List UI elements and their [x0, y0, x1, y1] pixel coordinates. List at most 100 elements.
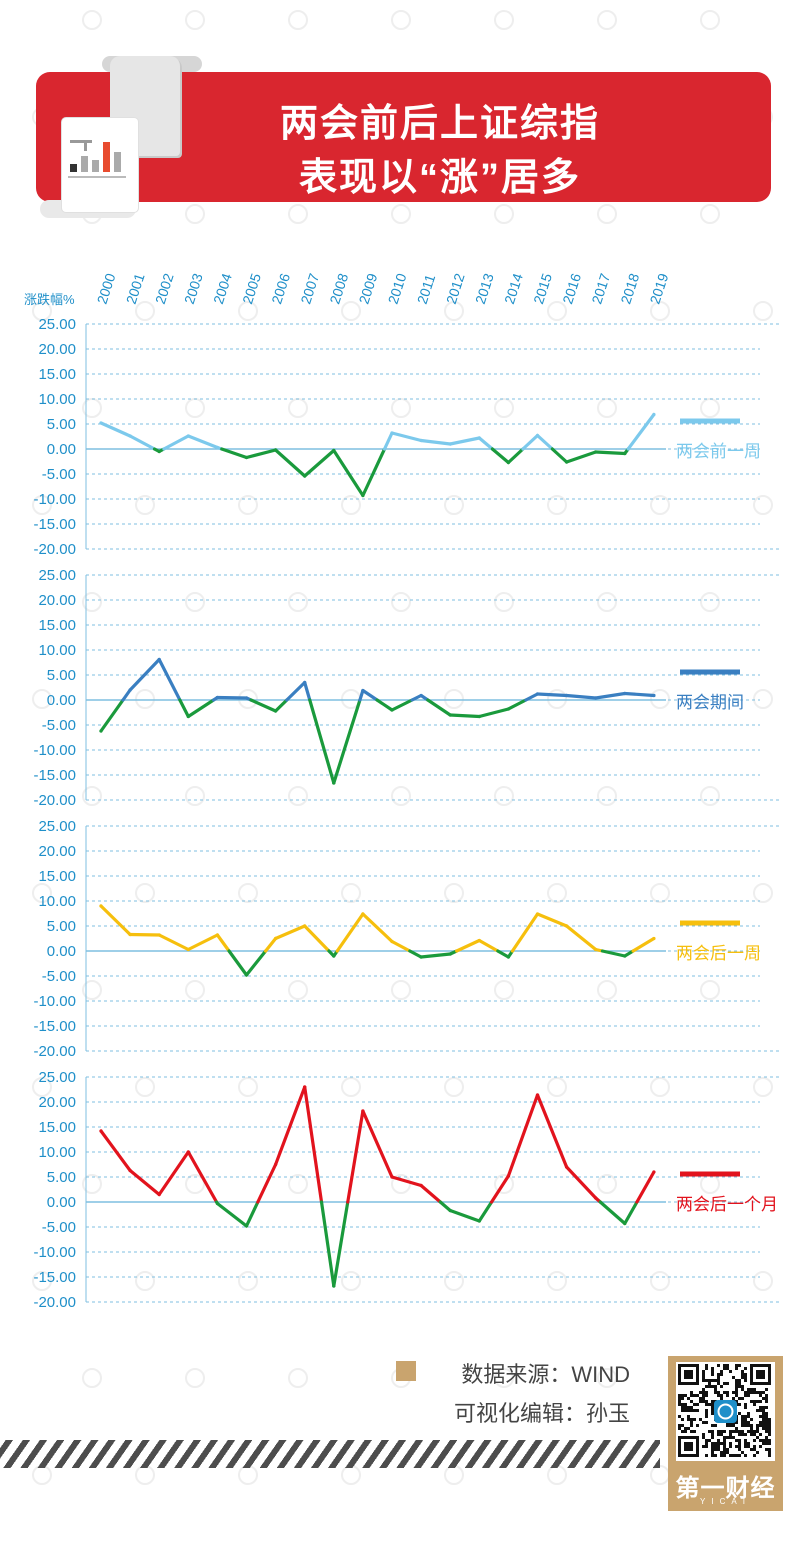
series-segment	[631, 936, 656, 953]
qr-module	[687, 1397, 690, 1400]
qr-module	[705, 1394, 708, 1397]
qr-module	[759, 1409, 762, 1412]
data-point	[419, 955, 423, 959]
qr-module	[720, 1430, 723, 1433]
report-chart-icon	[62, 118, 138, 212]
data-point	[390, 431, 394, 435]
qr-module	[705, 1385, 708, 1388]
series-segment	[285, 680, 307, 702]
qr-module	[741, 1451, 744, 1454]
qr-module	[678, 1394, 681, 1397]
qr-module	[711, 1385, 714, 1388]
series-segment	[361, 447, 387, 498]
x-tick-label: 2006	[268, 271, 293, 306]
y-tick-label: 0.00	[47, 441, 76, 458]
qr-module	[723, 1439, 726, 1442]
qr-module	[759, 1445, 762, 1448]
series-segment	[535, 1093, 569, 1169]
data-point	[99, 729, 103, 733]
series-segment	[594, 450, 627, 456]
y-tick-label: 25.00	[38, 316, 76, 333]
qr-module	[705, 1409, 708, 1412]
series-segment	[361, 912, 394, 944]
watermark-circle	[341, 301, 361, 321]
qr-module	[765, 1415, 768, 1418]
qr-module	[684, 1406, 687, 1409]
qr-module	[702, 1373, 705, 1376]
qr-module	[738, 1442, 741, 1445]
qr-module	[717, 1364, 720, 1367]
qr-module	[690, 1424, 693, 1427]
series-segment	[274, 698, 289, 713]
series-segment	[332, 698, 362, 785]
qr-code-icon[interactable]	[676, 1362, 775, 1461]
series-segment	[496, 949, 510, 959]
data-point	[361, 912, 365, 916]
watermark-circle	[82, 1174, 102, 1194]
qr-module	[726, 1391, 729, 1394]
watermark-circle	[597, 10, 617, 30]
qr-module	[723, 1451, 726, 1454]
qr-module	[696, 1424, 699, 1427]
qr-module	[705, 1367, 708, 1370]
qr-module	[753, 1400, 756, 1403]
data-point	[244, 696, 249, 700]
series-segment	[128, 657, 161, 692]
qr-logo	[714, 1400, 737, 1423]
x-tick-label: 2007	[297, 271, 322, 306]
x-tick-label: 2001	[123, 271, 148, 306]
series-segment	[162, 434, 190, 451]
watermark-circle	[288, 592, 308, 612]
qr-module	[747, 1391, 750, 1394]
qr-module	[756, 1427, 759, 1430]
qr-module	[738, 1403, 741, 1406]
qr-module	[744, 1379, 747, 1382]
data-point	[332, 781, 336, 785]
data-point	[186, 947, 190, 952]
qr-module	[768, 1424, 771, 1427]
qr-module	[687, 1427, 690, 1430]
y-tick-label: -5.00	[42, 717, 76, 734]
qr-module	[768, 1442, 771, 1445]
series-segment	[390, 431, 423, 443]
qr-module	[738, 1439, 741, 1442]
qr-module	[729, 1433, 732, 1436]
qr-module	[723, 1448, 726, 1451]
y-tick-label: 10.00	[38, 1144, 76, 1161]
series-segment	[220, 447, 249, 460]
qr-module	[705, 1439, 708, 1442]
qr-module	[720, 1454, 723, 1457]
qr-module	[750, 1418, 753, 1421]
qr-module	[735, 1385, 738, 1388]
qr-module	[711, 1448, 714, 1451]
series-segment	[157, 933, 190, 952]
series-segment	[489, 1174, 510, 1204]
watermark-circle	[185, 980, 205, 1000]
series-segment	[455, 938, 481, 953]
qr-module	[681, 1397, 684, 1400]
qr-module	[720, 1394, 723, 1397]
qr-module	[690, 1421, 693, 1424]
y-tick-label: 15.00	[38, 1119, 76, 1136]
watermark-circle	[288, 10, 308, 30]
qr-module	[756, 1409, 759, 1412]
qr-module	[726, 1364, 729, 1367]
series-segment	[564, 693, 598, 700]
legend-label: 两会后一周	[676, 944, 761, 963]
data-point	[623, 1221, 627, 1226]
y-tick-label: -5.00	[42, 968, 76, 985]
qr-module	[711, 1433, 714, 1436]
y-tick-label: -15.00	[33, 1269, 76, 1286]
qr-module	[744, 1394, 747, 1397]
qr-module	[765, 1421, 768, 1424]
qr-module	[678, 1403, 681, 1406]
series-segment	[332, 1200, 350, 1288]
qr-module	[711, 1409, 714, 1412]
series-segment	[535, 433, 554, 451]
qr-module	[693, 1394, 696, 1397]
qr-module	[681, 1394, 684, 1397]
qr-module	[720, 1442, 723, 1445]
qr-module	[693, 1418, 696, 1421]
series-segment	[215, 695, 249, 700]
data-point	[535, 1093, 540, 1097]
